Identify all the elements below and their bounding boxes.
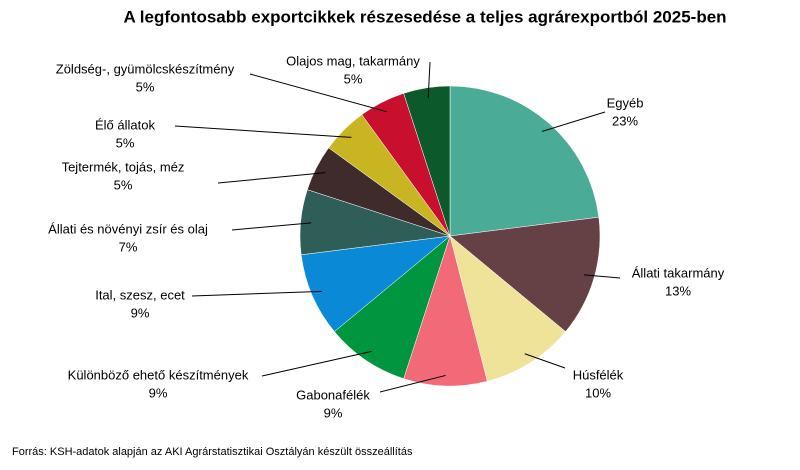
slice-value-label: 13% (665, 283, 691, 298)
pie-slice (403, 235, 488, 387)
leader-line (583, 274, 621, 279)
slice-value-label: 9% (131, 305, 150, 320)
pie-slice (449, 85, 600, 237)
pie-slice (449, 216, 601, 332)
leader-line (427, 61, 431, 99)
slice-label: Állati és növényi zsír és olaj (48, 221, 208, 236)
pie-slice (334, 235, 451, 379)
source-note: Forrás: KSH-adatok alapján az AKI Agrárs… (12, 446, 413, 458)
slice-value-label: 5% (136, 79, 155, 94)
leader-line (379, 374, 446, 393)
slice-value-label: 9% (324, 405, 343, 420)
slice-value-label: 7% (119, 239, 138, 254)
leader-line (249, 73, 387, 113)
slice-label: Élő állatok (95, 117, 155, 132)
pie-slice (403, 85, 451, 237)
leader-line (231, 222, 312, 231)
slice-label: Gabonafélék (296, 387, 370, 402)
slice-value-label: 10% (585, 385, 611, 400)
slice-value-label: 9% (149, 385, 168, 400)
slice-label: Ital, szesz, ecet (95, 287, 185, 302)
leader-line (217, 172, 326, 184)
pie-slice (449, 235, 566, 382)
chart-title: A legfontosabb exportcikkek részesedése … (123, 7, 726, 26)
slice-value-label: 5% (114, 177, 133, 192)
slice-label: Tejtermék, tojás, méz (62, 159, 185, 174)
slice-label: Zöldség-, gyümölcskészítmény (56, 61, 235, 76)
pie-slice (300, 235, 451, 332)
slice-label: Egyéb (607, 95, 644, 110)
slice-label: Húsfélék (573, 367, 624, 382)
slice-value-label: 23% (612, 113, 638, 128)
slice-label: Állati takarmány (632, 265, 725, 280)
leader-line (191, 290, 322, 297)
leader-line (174, 125, 352, 138)
leader-line (542, 111, 606, 132)
slice-value-label: 5% (116, 135, 135, 150)
slice-label: Olajos mag, takarmány (286, 53, 420, 68)
slice-value-label: 5% (344, 71, 363, 86)
leader-line (261, 350, 372, 377)
leader-line (524, 353, 566, 369)
slice-label: Különböző ehető készítmények (68, 367, 249, 382)
